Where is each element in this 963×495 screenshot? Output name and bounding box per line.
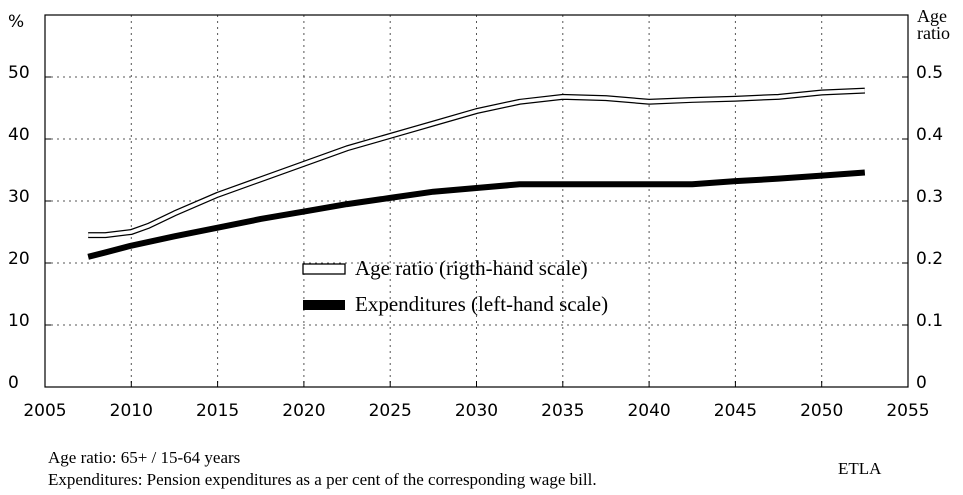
legend-swatch	[303, 300, 345, 310]
y-tick-label: 40	[8, 125, 30, 145]
x-tick-label: 2055	[886, 401, 929, 421]
y-tick-label: 30	[8, 187, 30, 207]
x-tick-label: 2025	[369, 401, 412, 421]
y2-tick-label: 0.2	[916, 249, 943, 269]
legend-label: Expenditures (left-hand scale)	[355, 292, 608, 316]
x-tick-label: 2005	[23, 401, 66, 421]
y-tick-label: 10	[8, 311, 30, 331]
y-tick-label: 50	[8, 63, 30, 83]
source: ETLA	[838, 459, 882, 478]
note: Expenditures: Pension expenditures as a …	[48, 470, 597, 489]
y-axis-label: %	[8, 12, 24, 32]
y-tick-label: 20	[8, 249, 30, 269]
y2-tick-label: 0.5	[916, 63, 943, 83]
chart: % 2005 2010 2015 2020 2025 2030 2035 2040 2045 20…	[8, 12, 943, 421]
x-tick-label: 2035	[541, 401, 584, 421]
y2-tick-label: 0.3	[916, 187, 943, 207]
y2-axis-label: Age ratio	[917, 6, 950, 43]
x-tick-label: 2015	[196, 401, 239, 421]
x-tick-label: 2050	[800, 401, 843, 421]
plot-frame	[44, 14, 909, 388]
y2-tick-label: 0.1	[916, 311, 943, 331]
y2-tick-label: 0.4	[916, 125, 943, 145]
legend-swatch	[302, 263, 346, 275]
note: Age ratio: 65+ / 15-64 years	[48, 448, 241, 467]
x-tick-label: 2045	[714, 401, 757, 421]
y-tick-label: 0	[8, 373, 19, 393]
x-tick-label: 2040	[627, 401, 670, 421]
x-tick-label: 2030	[455, 401, 498, 421]
line-inner	[88, 88, 865, 237]
y2-tick-label: 0	[916, 373, 927, 393]
x-tick-label: 2020	[282, 401, 325, 421]
legend-label: Age ratio (rigth-hand scale)	[355, 256, 588, 280]
line	[87, 169, 866, 260]
x-tick-label: 2010	[110, 401, 153, 421]
